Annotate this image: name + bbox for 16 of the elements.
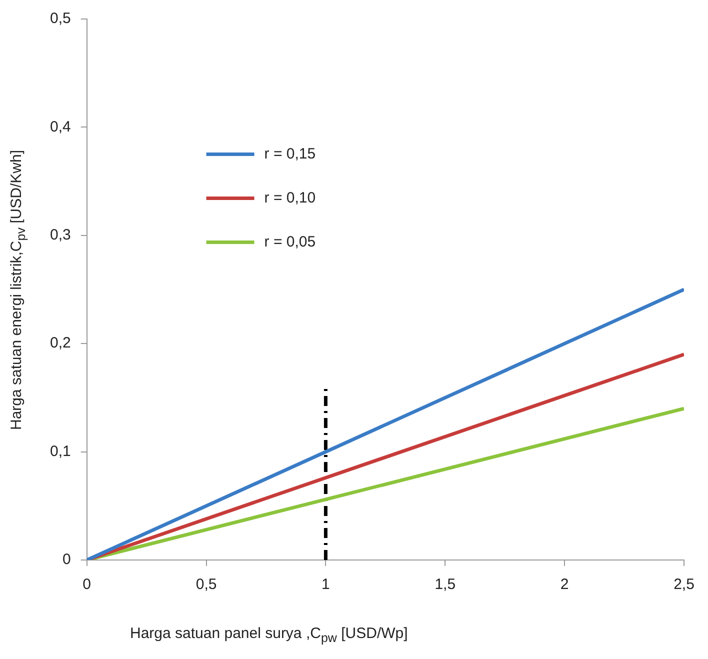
y-tick-label: 0,4 (50, 118, 71, 136)
x-tick-label: 1 (322, 576, 330, 594)
legend-label: r = 0,15 (264, 145, 316, 162)
x-tick-label: 2,5 (674, 576, 694, 594)
x-tick-label: 2 (560, 576, 569, 594)
x-tick-label: 0,5 (196, 576, 217, 594)
y-tick-label: 0,5 (50, 10, 71, 28)
x-tick-label: 1,5 (434, 576, 456, 594)
y-tick-label: 0,2 (50, 334, 71, 352)
y-tick-label: 0,3 (50, 226, 71, 244)
y-tick-label: 0,1 (50, 442, 71, 460)
y-tick-label: 0 (62, 551, 71, 568)
legend-label: r = 0,10 (264, 189, 316, 206)
x-axis-title: Harga satuan panel surya ,C$_{pw}$ [USD/Wp] (130, 625, 408, 645)
x-tick-label: 0 (82, 576, 92, 594)
legend-label: r = 0,05 (264, 233, 316, 250)
